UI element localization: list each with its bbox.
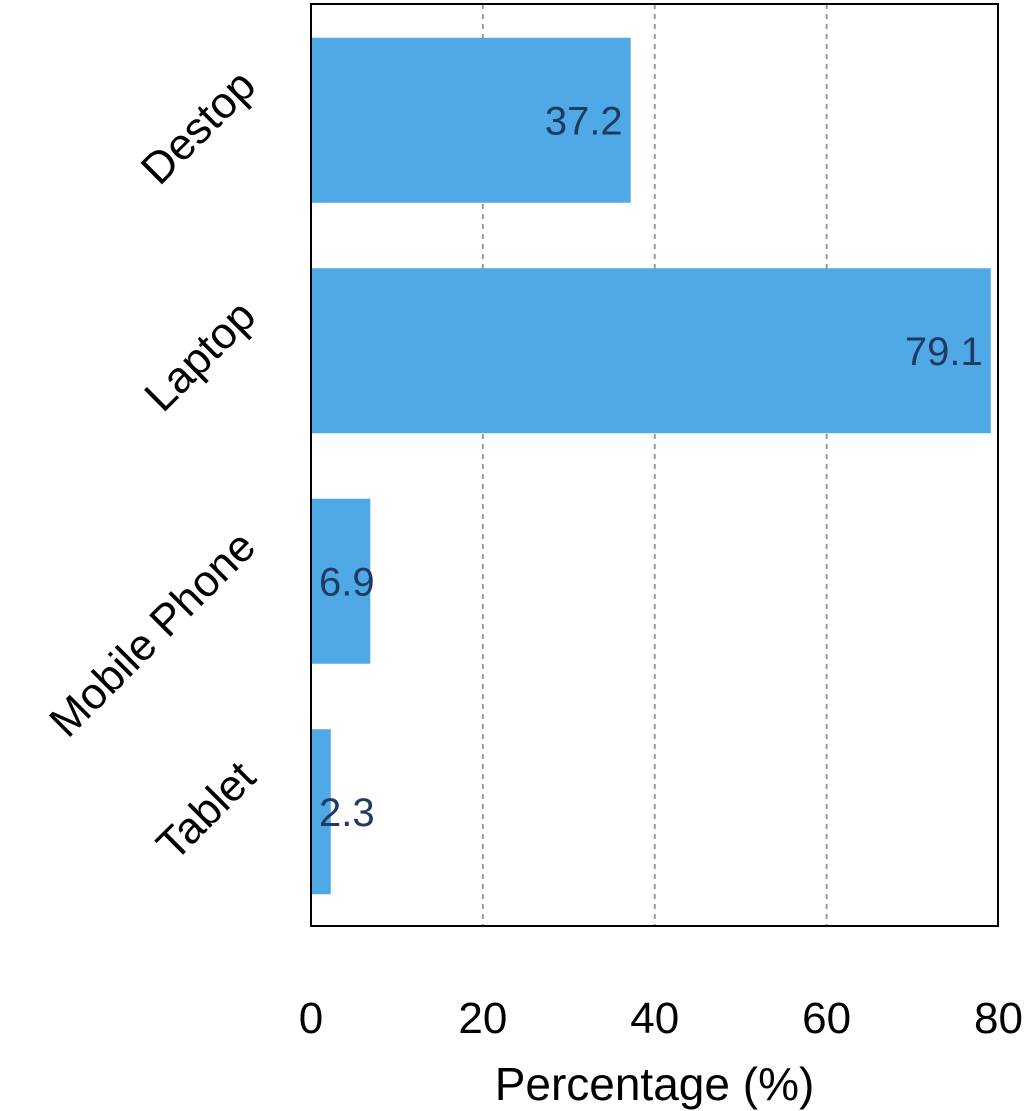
data-label: 37.2: [545, 99, 623, 143]
bar-mobile-phone: [311, 498, 371, 664]
x-tick-label: 20: [458, 994, 507, 1043]
x-tick-label: 60: [802, 994, 851, 1043]
data-labels: 37.2 79.1 6.9 2.3: [319, 99, 983, 835]
bar-tablet: [311, 729, 331, 895]
category-label: Tablet: [147, 752, 265, 870]
plot-frame: [310, 3, 999, 927]
bars: [311, 37, 991, 895]
data-label: 79.1: [905, 330, 983, 374]
category-label: Laptop: [135, 291, 265, 421]
x-axis-ticks: 0 20 40 60 80: [299, 994, 1023, 1043]
data-label: 6.9: [319, 560, 375, 604]
x-tick-label: 40: [630, 994, 679, 1043]
x-tick-label: 80: [974, 994, 1023, 1043]
x-axis-title: Percentage (%): [495, 1058, 815, 1110]
category-label: Destop: [132, 61, 265, 194]
x-tick-label: 0: [299, 994, 323, 1043]
bar-laptop: [311, 268, 991, 434]
data-label: 2.3: [319, 791, 375, 835]
category-label: Mobile Phone: [40, 522, 265, 747]
bar-destop: [311, 37, 631, 203]
